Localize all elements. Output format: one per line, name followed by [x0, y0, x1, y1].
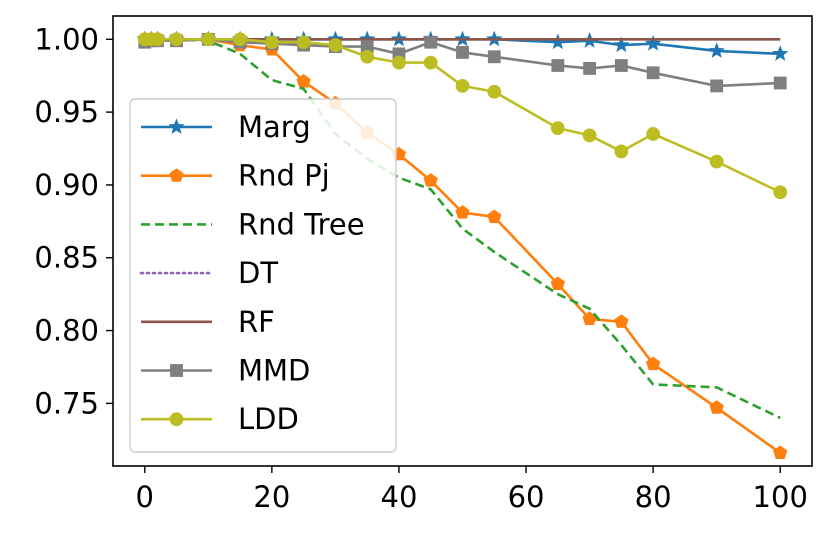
- legend-label: MMD: [238, 354, 310, 388]
- legend-item-ldd: LDD: [141, 402, 299, 436]
- data-point-marg: [613, 36, 630, 53]
- legend-marker: [170, 364, 183, 377]
- legend: Marg Rnd Pj Rnd Tree DT RF MMD LDD: [129, 98, 397, 453]
- data-point-marg: [772, 45, 789, 61]
- legend-label: LDD: [238, 402, 299, 436]
- data-point-marg: [708, 42, 725, 58]
- data-point-mmd: [646, 66, 660, 80]
- data-point-rnd-pj: [487, 209, 502, 224]
- data-point-ldd: [360, 49, 375, 64]
- data-point-mmd: [614, 59, 628, 72]
- data-point-mmd: [487, 50, 501, 64]
- data-point-ldd: [773, 185, 788, 200]
- series-ldd: [137, 32, 788, 200]
- data-point-ldd: [150, 32, 165, 47]
- y-tick-label: 0.95: [34, 95, 99, 129]
- data-point-rnd-pj: [455, 205, 470, 219]
- x-tick-label: 80: [635, 480, 672, 514]
- legend-item-mmd: MMD: [141, 354, 310, 388]
- data-point-ldd: [582, 128, 597, 143]
- y-tick-label: 0.90: [34, 168, 99, 202]
- data-point-ldd: [614, 144, 629, 159]
- data-point-ldd: [550, 121, 565, 136]
- legend-item-dt: DT: [139, 256, 278, 290]
- axes-layer: 0 20 40 60 80 100 1.00 0.95 0.90 0.85 0.80 0.75: [34, 22, 807, 514]
- legend-label: Rnd Pj: [238, 159, 330, 193]
- legend-marker: [168, 118, 185, 134]
- legend-item-marg: Marg: [141, 110, 311, 144]
- y-tick-label: 1.00: [34, 22, 99, 56]
- legend-item-rnd-tree: Rnd Tree: [141, 207, 365, 241]
- data-point-rnd-pj: [423, 173, 438, 187]
- plot-frame: [112, 15, 813, 467]
- data-point-rnd-pj: [614, 314, 629, 328]
- data-point-ldd: [233, 32, 247, 47]
- data-point-ldd: [646, 127, 661, 141]
- data-point-mmd: [551, 59, 565, 72]
- data-point-rnd-pj: [296, 74, 311, 88]
- y-tick-label: 0.80: [34, 314, 99, 348]
- legend-label: DT: [238, 256, 278, 290]
- x-tick-label: 100: [753, 480, 808, 514]
- x-tick-label: 60: [508, 480, 545, 514]
- data-point-rnd-pj: [550, 276, 565, 291]
- legend-frame: [129, 98, 397, 453]
- legend-label: RF: [238, 305, 275, 339]
- data-point-ldd: [328, 38, 343, 53]
- data-point-ldd: [201, 32, 216, 47]
- series-layer: [136, 30, 789, 459]
- data-point-ldd: [709, 154, 724, 169]
- x-tick-label: 20: [253, 480, 290, 514]
- data-point-mmd: [710, 79, 724, 93]
- data-point-ldd: [264, 35, 279, 50]
- legend-label: Marg: [238, 110, 311, 144]
- legend-item-rf: RF: [141, 305, 275, 339]
- legend-marker: [169, 412, 184, 427]
- data-point-rnd-pj: [709, 400, 724, 414]
- data-point-mmd: [456, 46, 469, 59]
- data-point-ldd: [455, 79, 470, 93]
- x-tick-label: 0: [136, 480, 154, 514]
- data-point-ldd: [423, 55, 438, 70]
- y-tick-label: 0.75: [34, 386, 99, 420]
- data-point-ldd: [392, 55, 406, 70]
- data-point-rnd-pj: [773, 445, 788, 459]
- data-point-ldd: [487, 84, 502, 99]
- legend-label: Rnd Tree: [238, 207, 365, 241]
- x-tick-label: 40: [381, 480, 418, 514]
- data-point-mmd: [424, 35, 438, 49]
- data-point-ldd: [169, 32, 184, 47]
- data-point-mmd: [773, 76, 787, 90]
- y-tick-label: 0.85: [34, 241, 99, 275]
- data-point-marg: [644, 35, 662, 51]
- legend-marker: [169, 168, 184, 182]
- data-point-rnd-pj: [646, 356, 661, 371]
- data-point-mmd: [583, 62, 596, 75]
- legend-item-rnd-pj: Rnd Pj: [141, 159, 330, 193]
- data-point-ldd: [296, 35, 311, 50]
